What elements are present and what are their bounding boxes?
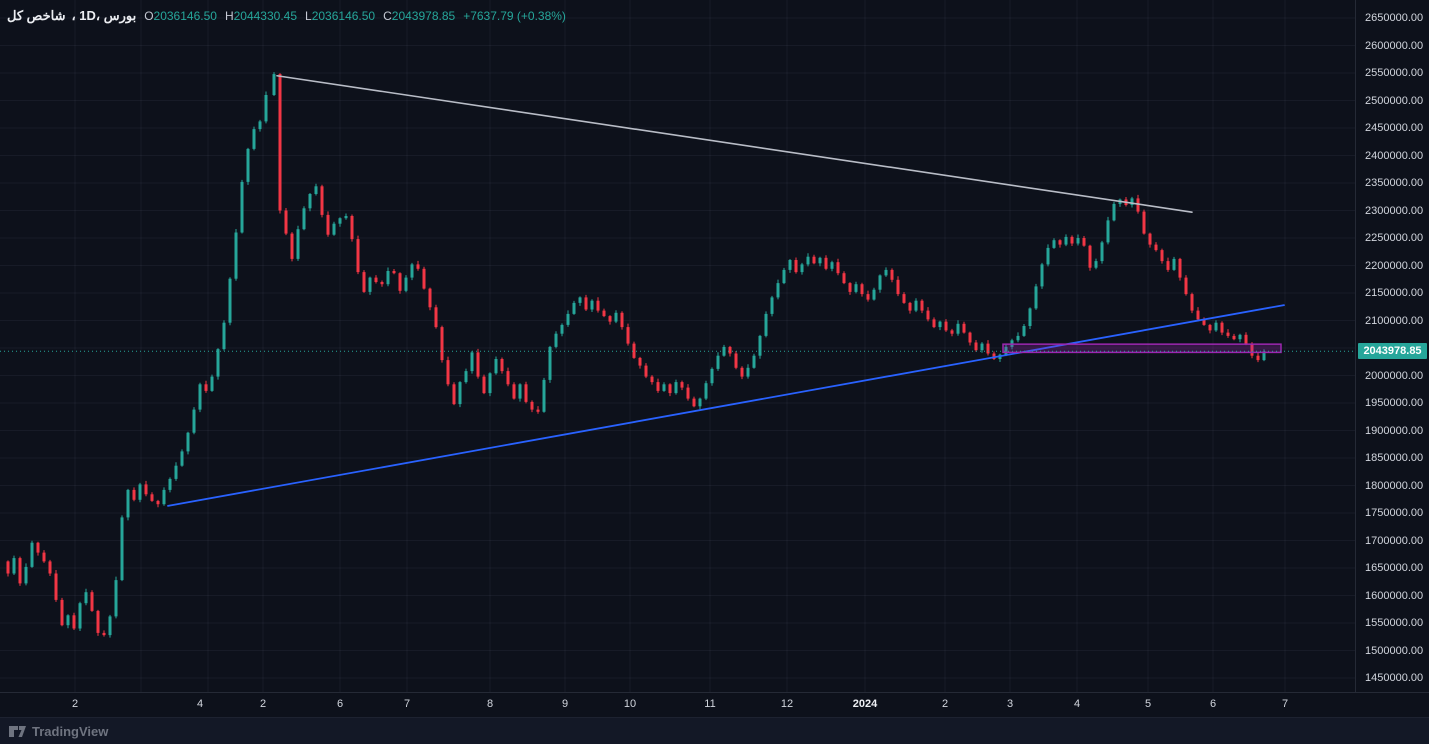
price-axis-label: 2100000.00 <box>1365 314 1424 327</box>
price-axis-label: 2150000.00 <box>1365 287 1424 299</box>
price-axis-label: 1550000.00 <box>1365 617 1424 629</box>
price-axis-label: 2400000.00 <box>1365 149 1424 162</box>
tradingview-logo-text: TradingView <box>32 723 109 739</box>
price-axis-label: 1950000.00 <box>1365 397 1424 409</box>
legend-open: O2036146.50 <box>144 9 217 23</box>
legend-low: L2036146.50 <box>305 9 376 23</box>
price-axis-label: 1700000.00 <box>1365 534 1424 547</box>
price-axis-label: 1900000.00 <box>1365 424 1424 437</box>
time-axis-label: 2024 <box>852 698 878 710</box>
legend-high: H2044330.45 <box>224 9 298 23</box>
ascending-support-trendline[interactable] <box>167 304 1285 507</box>
price-axis-label: 1850000.00 <box>1365 452 1424 464</box>
price-axis-label: 1800000.00 <box>1365 479 1424 492</box>
symbol-title[interactable]: شاخص كل <box>7 8 66 23</box>
time-axis-label: 7 <box>403 698 411 710</box>
time-axis-label: 10 <box>623 698 637 710</box>
descending-resistance-trendline[interactable] <box>276 74 1193 213</box>
last-price-tag: 2043978.85 <box>1358 343 1427 360</box>
time-axis[interactable]: 2 4 2 6 7 8 9 10 11 12 2024 2 3 4 5 6 7 <box>0 692 1429 717</box>
time-axis-label: 2 <box>71 698 79 710</box>
time-axis-label: 6 <box>1209 698 1217 710</box>
time-axis-label: 2 <box>259 698 267 710</box>
time-axis-label: 6 <box>336 698 344 710</box>
price-axis-label: 2200000.00 <box>1365 259 1424 272</box>
price-axis-label: 1650000.00 <box>1365 562 1424 574</box>
symbol-legend: شاخص كل ، 1D، بورس O2036146.50 H2044330.4… <box>7 8 566 24</box>
price-axis-label: 2500000.00 <box>1365 94 1424 107</box>
price-axis-label: 2450000.00 <box>1365 122 1424 134</box>
time-axis-label: 2 <box>941 698 949 710</box>
grid <box>0 0 1355 692</box>
time-axis-label: 12 <box>780 698 794 710</box>
price-axis-label: 2000000.00 <box>1365 369 1424 382</box>
price-axis-label: 2350000.00 <box>1365 177 1424 189</box>
price-axis-label: 1450000.00 <box>1365 672 1424 684</box>
price-axis-label: 2550000.00 <box>1365 67 1424 79</box>
price-axis[interactable]: 2043978.85 2650000.00 2600000.00 2550000.0… <box>1355 0 1429 692</box>
time-axis-label: 11 <box>704 698 716 710</box>
price-axis-label: 1500000.00 <box>1365 644 1424 657</box>
time-axis-label: 7 <box>1281 698 1289 710</box>
rectangle-drawing[interactable] <box>1002 343 1282 354</box>
symbol-interval-exchange[interactable]: ، 1D، بورس <box>71 8 137 23</box>
chart-pane[interactable] <box>0 0 1355 692</box>
price-axis-label: 2250000.00 <box>1365 232 1424 244</box>
price-axis-label: 2300000.00 <box>1365 204 1424 217</box>
time-axis-label: 5 <box>1144 698 1152 710</box>
time-axis-label: 8 <box>486 698 494 710</box>
price-axis-label: 2600000.00 <box>1365 39 1424 52</box>
candlestick-series <box>6 72 1266 638</box>
time-axis-label: 3 <box>1006 698 1014 710</box>
time-axis-label: 4 <box>196 698 204 710</box>
price-axis-label: 2650000.00 <box>1365 12 1424 24</box>
price-axis-label: 1750000.00 <box>1365 507 1424 519</box>
legend-close: C2043978.85 <box>383 9 456 23</box>
bottom-toolbar: TradingView <box>0 717 1429 744</box>
time-axis-label: 4 <box>1073 698 1081 710</box>
time-axis-label: 9 <box>561 698 569 710</box>
price-axis-label: 1600000.00 <box>1365 589 1424 602</box>
legend-change: +7637.79 (+0.38%) <box>463 9 566 23</box>
tradingview-logo-icon <box>9 725 26 737</box>
tradingview-logo[interactable]: TradingView <box>9 724 108 739</box>
